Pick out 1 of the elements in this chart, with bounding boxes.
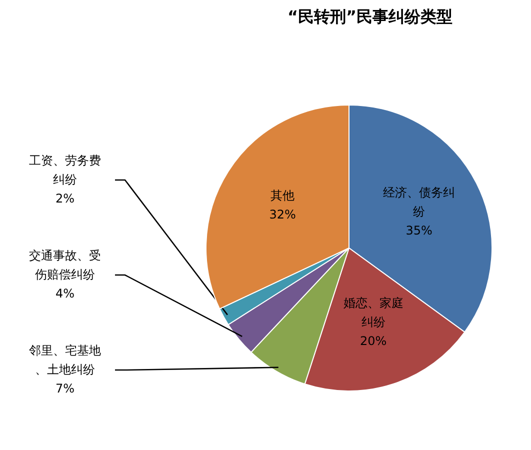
chart-title: “民转刑”民事纠纷类型 xyxy=(287,7,453,26)
